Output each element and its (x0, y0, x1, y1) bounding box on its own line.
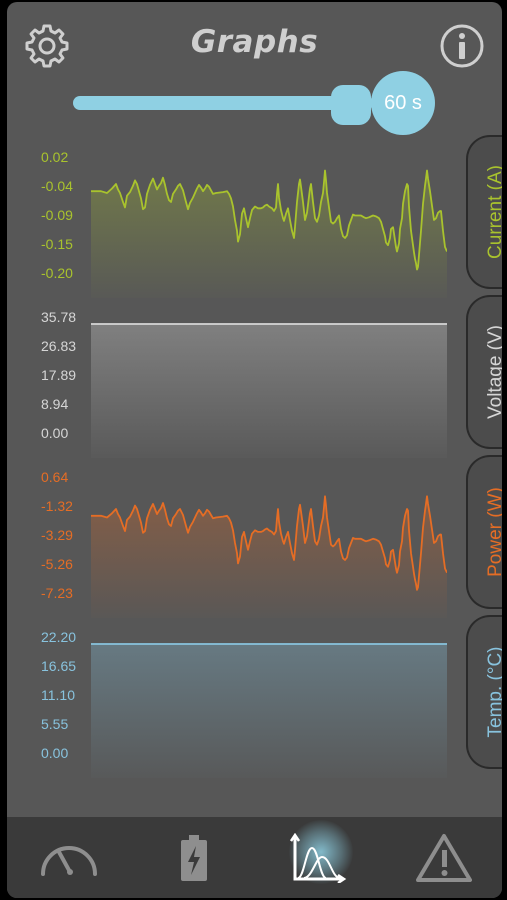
tab-power-label: Power (W) (485, 487, 502, 577)
temp-graph: 22.20 16.65 11.10 5.55 0.00 Temp. (°C) (7, 615, 502, 778)
current-tick: -0.15 (41, 236, 73, 252)
power-plot (91, 495, 447, 618)
temp-tick: 16.65 (41, 658, 77, 674)
power-tick: -7.23 (41, 585, 73, 601)
current-tick: -0.04 (41, 178, 73, 194)
power-graph: 0.64 -1.32 -3.29 -5.26 -7.23 Power (W) (7, 455, 502, 618)
tab-temp[interactable]: Temp. (°C) (466, 615, 502, 769)
battery-icon (181, 834, 207, 881)
voltage-tick: 35.78 (41, 309, 77, 325)
tab-current-label: Current (A) (485, 165, 502, 259)
power-trace (91, 495, 447, 591)
power-tick: -1.32 (41, 498, 73, 514)
info-icon[interactable] (438, 22, 486, 70)
voltage-graph: 35.78 26.83 17.89 8.94 0.00 Voltage (V) (7, 295, 502, 458)
graphs-icon (290, 832, 347, 883)
slider-handle-tab[interactable] (331, 85, 371, 125)
slider-knob[interactable]: 60 s (371, 71, 435, 135)
power-tick: -5.26 (41, 556, 73, 572)
slider-track[interactable] (73, 96, 373, 110)
power-tick: 0.64 (41, 469, 69, 485)
current-graph: 0.02 -0.04 -0.09 -0.15 -0.20 Current (A) (7, 135, 502, 298)
current-trace (91, 169, 447, 271)
nav-battery[interactable] (154, 817, 234, 898)
current-tick: -0.09 (41, 207, 73, 223)
tab-current[interactable]: Current (A) (466, 135, 502, 289)
temp-tick: 11.10 (41, 687, 75, 703)
nav-graphs[interactable] (279, 817, 359, 898)
active-glow (289, 820, 353, 884)
temp-plot (91, 643, 447, 778)
power-tick: -3.29 (41, 527, 73, 543)
tab-power[interactable]: Power (W) (466, 455, 502, 609)
temp-tick: 5.55 (41, 716, 69, 732)
current-y-axis: 0.02 -0.04 -0.09 -0.15 -0.20 (41, 148, 101, 298)
voltage-fill (91, 324, 447, 458)
temp-fill (91, 644, 447, 778)
voltage-y-axis: 35.78 26.83 17.89 8.94 0.00 (41, 308, 101, 458)
bottom-navbar (7, 817, 502, 898)
temp-tick: 0.00 (41, 745, 69, 761)
voltage-plot (91, 323, 447, 458)
current-fill (91, 170, 447, 298)
voltage-tick: 8.94 (41, 396, 69, 412)
voltage-tick: 0.00 (41, 425, 69, 441)
warning-icon (416, 833, 472, 882)
speedometer-icon (41, 845, 97, 876)
temp-tick: 22.20 (41, 629, 77, 645)
tab-temp-label: Temp. (°C) (485, 646, 502, 738)
nav-dashboard[interactable] (29, 817, 109, 898)
gear-icon[interactable] (23, 22, 71, 70)
tab-voltage[interactable]: Voltage (V) (466, 295, 502, 449)
current-tick: -0.20 (41, 265, 73, 281)
page-title: Graphs (190, 24, 319, 60)
graphs-screen: Graphs 60 s 0.02 -0.04 -0.09 -0.15 -0.20… (7, 2, 502, 898)
time-window-slider[interactable]: 60 s (73, 70, 443, 135)
voltage-tick: 17.89 (41, 367, 77, 383)
current-tick: 0.02 (41, 149, 69, 165)
temp-y-axis: 22.20 16.65 11.10 5.55 0.00 (41, 628, 101, 778)
tab-voltage-label: Voltage (V) (485, 325, 502, 419)
power-y-axis: 0.64 -1.32 -3.29 -5.26 -7.23 (41, 468, 101, 618)
power-fill (91, 496, 447, 618)
nav-warnings[interactable] (404, 817, 484, 898)
voltage-tick: 26.83 (41, 338, 77, 354)
current-plot (91, 169, 447, 298)
